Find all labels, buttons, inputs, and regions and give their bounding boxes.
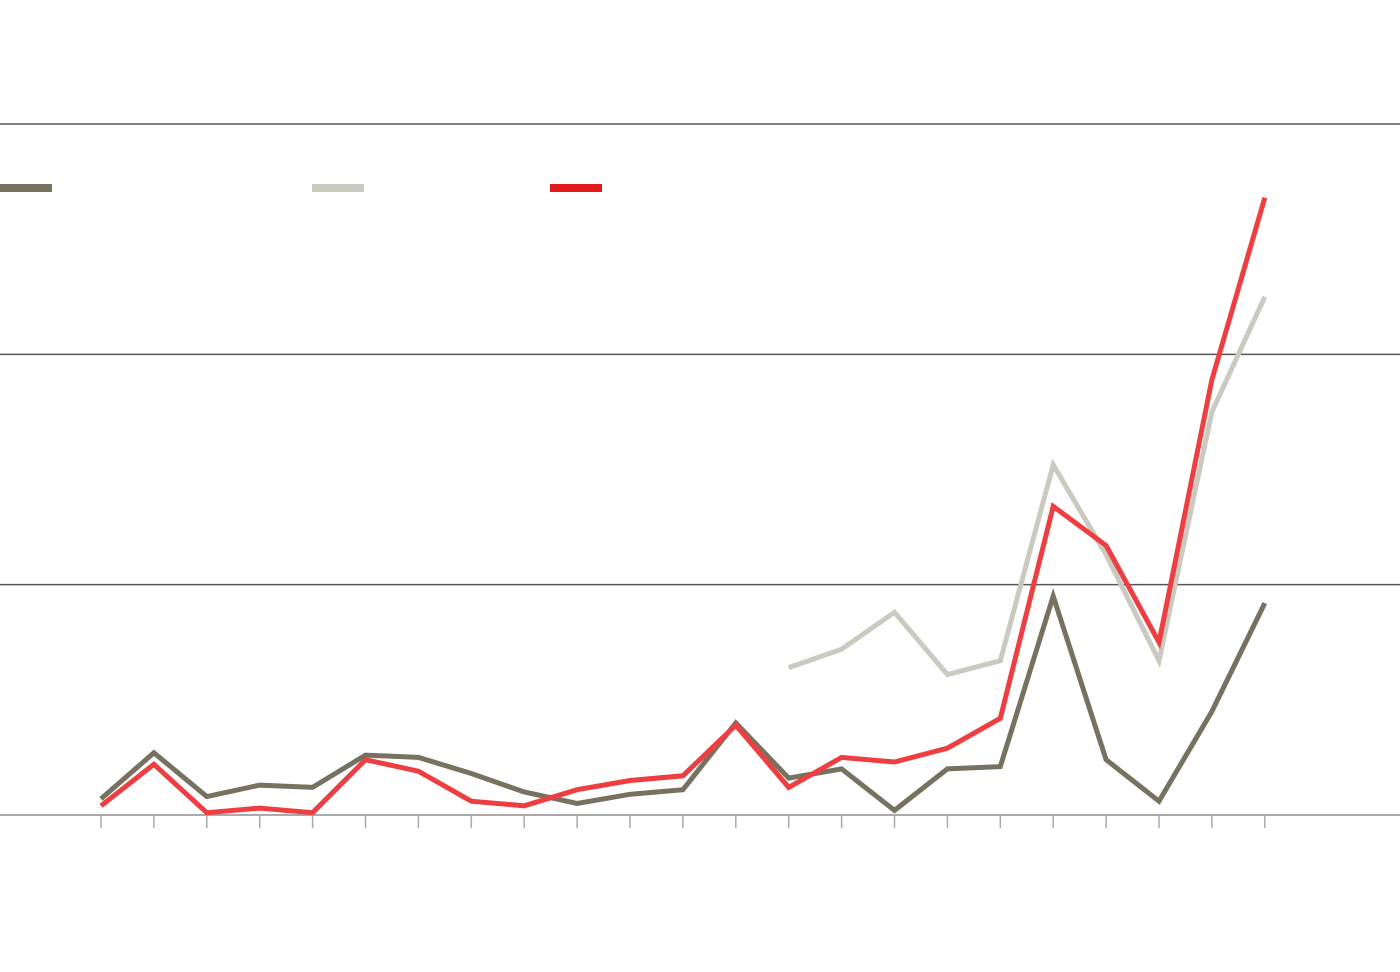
legend-swatch bbox=[312, 184, 364, 192]
gridlines bbox=[0, 123, 1400, 586]
legend bbox=[0, 184, 602, 192]
series-line-1 bbox=[99, 587, 1268, 814]
series-line-2 bbox=[787, 295, 1268, 678]
series-line-3 bbox=[99, 197, 1268, 816]
x-axis bbox=[0, 814, 1400, 828]
legend-swatch bbox=[0, 184, 52, 192]
legend-swatch bbox=[550, 184, 602, 192]
series-lines bbox=[99, 197, 1268, 816]
